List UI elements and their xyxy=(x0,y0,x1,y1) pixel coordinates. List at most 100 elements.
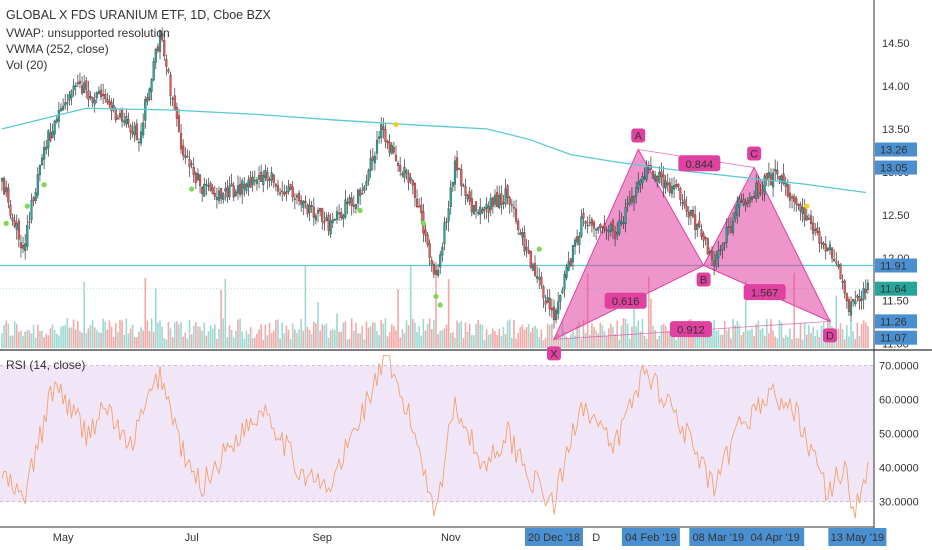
volume-bar xyxy=(420,335,423,348)
volume-bar xyxy=(793,272,795,348)
candle-body xyxy=(517,220,520,230)
pattern-point-label: C xyxy=(750,149,758,161)
pattern-ratio-label: 0.912 xyxy=(677,325,705,337)
candle-body xyxy=(196,173,199,181)
volume-bar xyxy=(20,330,22,348)
candle-body xyxy=(468,191,471,202)
vwma-legend[interactable]: VWMA (252, close) xyxy=(6,42,109,56)
candle-body xyxy=(630,195,633,203)
vwap-legend[interactable]: VWAP: unsupported resolution xyxy=(6,26,170,40)
candle-body xyxy=(188,159,191,168)
signal-dot xyxy=(357,207,363,214)
volume-bar xyxy=(464,322,467,348)
candle-body xyxy=(508,197,511,205)
candle-body xyxy=(236,185,240,194)
volume-bar xyxy=(530,332,532,348)
volume-bar xyxy=(157,322,159,348)
volume-bar xyxy=(393,326,395,348)
candle-body xyxy=(310,205,313,207)
candle-body xyxy=(753,196,756,198)
volume-bar xyxy=(635,326,637,348)
candle-body xyxy=(607,230,610,233)
volume-bar xyxy=(114,323,117,348)
volume-bar xyxy=(816,329,819,348)
volume-bar xyxy=(323,325,326,348)
volume-bar xyxy=(123,335,125,348)
candle-body xyxy=(285,191,288,194)
volume-bar xyxy=(843,339,846,348)
volume-bar xyxy=(492,328,494,348)
candle-body xyxy=(154,48,157,63)
volume-bar xyxy=(479,323,482,348)
volume-bar xyxy=(176,321,178,348)
month-label: Jul xyxy=(185,532,199,544)
candle-body xyxy=(586,224,589,227)
candle-body xyxy=(679,187,682,200)
volume-bar xyxy=(283,333,286,348)
volume-bar xyxy=(374,322,376,348)
candle-body xyxy=(234,191,237,196)
volume-bar xyxy=(256,333,258,348)
volume-bar xyxy=(382,323,385,348)
candle-body xyxy=(719,249,722,251)
candle-body xyxy=(710,250,714,260)
pattern-point-b xyxy=(696,272,711,287)
volume-bar xyxy=(803,322,806,348)
candle-body xyxy=(496,192,499,207)
volume-bar xyxy=(660,325,663,348)
candle-body xyxy=(15,223,18,230)
candle-body xyxy=(483,207,486,211)
candle-body xyxy=(0,177,4,182)
volume-bar xyxy=(624,318,627,348)
volume-bar xyxy=(468,323,471,348)
candle-body xyxy=(841,281,844,283)
candle-body xyxy=(45,146,48,150)
volume-bar xyxy=(652,325,654,348)
volume-bar xyxy=(576,325,578,348)
pattern-point-label: B xyxy=(700,275,707,287)
volume-bar xyxy=(3,325,5,348)
volume-bar xyxy=(824,339,827,348)
candle-body xyxy=(641,176,644,183)
signal-dot xyxy=(420,220,426,227)
candle-body xyxy=(447,208,450,222)
candle-body xyxy=(350,197,353,206)
candle-body xyxy=(142,122,145,136)
candle-body xyxy=(68,94,71,101)
vol-legend[interactable]: Vol (20) xyxy=(6,58,48,72)
month-label: Sep xyxy=(312,532,332,544)
volume-bar xyxy=(441,330,444,348)
pattern-point-label: D xyxy=(826,330,834,342)
volume-bar xyxy=(770,318,772,348)
candle-body xyxy=(668,182,671,193)
volume-bar xyxy=(260,324,262,348)
volume-bar xyxy=(605,336,608,348)
pattern-ratio-label: 0.616 xyxy=(612,296,640,308)
candle-body xyxy=(493,194,497,205)
candle-body xyxy=(576,236,579,243)
volume-bar xyxy=(867,325,869,348)
candle-body xyxy=(177,115,181,132)
rsi-legend[interactable]: RSI (14, close) xyxy=(6,358,86,372)
volume-bar xyxy=(68,327,71,348)
candle-body xyxy=(864,289,867,293)
candle-body xyxy=(759,192,762,194)
candle-body xyxy=(474,201,478,212)
candle-body xyxy=(430,260,433,265)
candle-body xyxy=(281,190,284,193)
candle-body xyxy=(812,222,815,234)
volume-bar xyxy=(226,337,229,348)
candle-body xyxy=(331,219,334,223)
candle-body xyxy=(601,226,604,228)
volume-bar xyxy=(664,325,667,348)
volume-bar xyxy=(671,335,673,348)
candle-body xyxy=(795,198,798,205)
volume-bar xyxy=(85,333,88,348)
candle-body xyxy=(527,250,530,254)
volume-bar xyxy=(422,318,425,348)
candle-body xyxy=(194,173,197,184)
volume-bar xyxy=(751,328,753,348)
candle-body xyxy=(314,215,317,221)
pattern-point-label: A xyxy=(635,131,643,143)
